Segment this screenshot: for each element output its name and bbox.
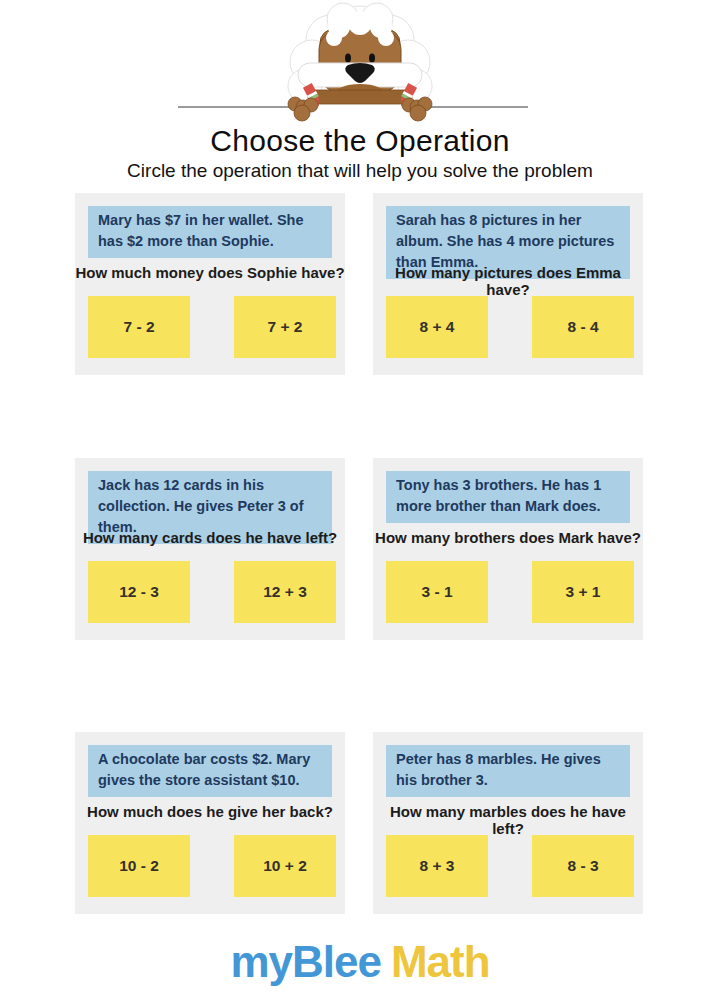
statement-box: Mary has $7 in her wallet. She has $2 mo… <box>88 206 332 258</box>
option-box[interactable]: 8 - 3 <box>532 835 634 897</box>
logo-math: Math <box>391 937 490 986</box>
question-text: How many pictures does Emma have? <box>373 264 643 298</box>
einstein-bear-mascot-icon <box>255 0 465 125</box>
option-box[interactable]: 10 + 2 <box>234 835 336 897</box>
problem-card-1: Mary has $7 in her wallet. She has $2 mo… <box>75 193 345 375</box>
myblee-math-logo: myBleeMath <box>0 937 720 987</box>
option-box[interactable]: 7 - 2 <box>88 296 190 358</box>
options-row: 12 - 3 12 + 3 <box>88 561 336 623</box>
problem-card-4: Tony has 3 brothers. He has 1 more broth… <box>373 458 643 640</box>
options-row: 7 - 2 7 + 2 <box>88 296 336 358</box>
option-box[interactable]: 8 - 4 <box>532 296 634 358</box>
option-box[interactable]: 3 - 1 <box>386 561 488 623</box>
question-text: How much does he give her back? <box>75 803 345 820</box>
statement-box: A chocolate bar costs $2. Mary gives the… <box>88 745 332 797</box>
statement-box: Peter has 8 marbles. He gives his brothe… <box>386 745 630 797</box>
question-text: How many cards does he have left? <box>75 529 345 546</box>
logo-blee: Blee <box>292 937 381 986</box>
option-box[interactable]: 3 + 1 <box>532 561 634 623</box>
option-box[interactable]: 12 - 3 <box>88 561 190 623</box>
option-box[interactable]: 7 + 2 <box>234 296 336 358</box>
page-title: Choose the Operation <box>0 124 720 158</box>
question-text: How many brothers does Mark have? <box>373 529 643 546</box>
option-box[interactable]: 8 + 4 <box>386 296 488 358</box>
problem-card-5: A chocolate bar costs $2. Mary gives the… <box>75 732 345 914</box>
problem-card-6: Peter has 8 marbles. He gives his brothe… <box>373 732 643 914</box>
page-subtitle: Circle the operation that will help you … <box>0 160 720 182</box>
logo-my: my <box>230 937 292 986</box>
options-row: 8 + 3 8 - 3 <box>386 835 634 897</box>
option-box[interactable]: 12 + 3 <box>234 561 336 623</box>
options-row: 8 + 4 8 - 4 <box>386 296 634 358</box>
problem-card-2: Sarah has 8 pictures in her album. She h… <box>373 193 643 375</box>
question-text: How much money does Sophie have? <box>75 264 345 281</box>
options-row: 3 - 1 3 + 1 <box>386 561 634 623</box>
option-box[interactable]: 8 + 3 <box>386 835 488 897</box>
option-box[interactable]: 10 - 2 <box>88 835 190 897</box>
statement-box: Tony has 3 brothers. He has 1 more broth… <box>386 471 630 523</box>
options-row: 10 - 2 10 + 2 <box>88 835 336 897</box>
problem-card-3: Jack has 12 cards in his collection. He … <box>75 458 345 640</box>
question-text: How many marbles does he have left? <box>373 803 643 837</box>
